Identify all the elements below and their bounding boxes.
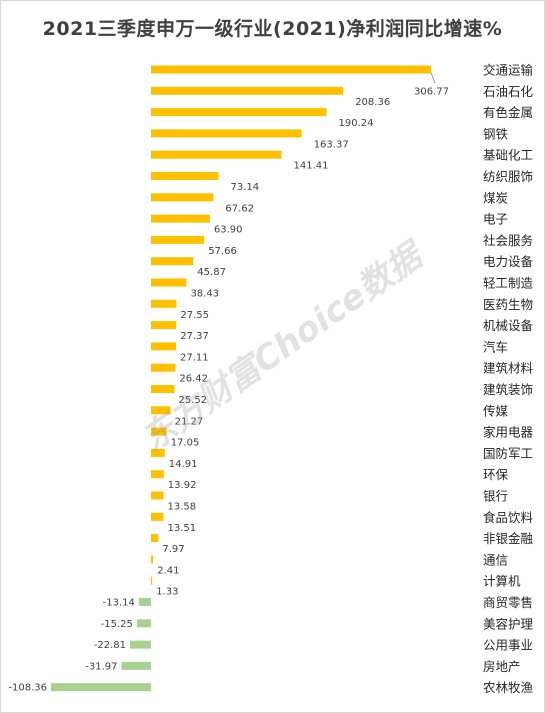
category-label: 机械设备 — [483, 318, 534, 333]
value-label: 2.41 — [157, 565, 179, 576]
bar-美容护理 — [136, 619, 151, 628]
bar-家用电器 — [151, 427, 167, 436]
category-label: 汽车 — [483, 339, 508, 354]
value-label: 38.43 — [191, 289, 220, 300]
value-label: 306.77 — [414, 87, 449, 98]
category-label: 公用事业 — [483, 638, 533, 653]
category-label: 国防军工 — [483, 446, 533, 461]
value-label: -15.25 — [101, 619, 133, 630]
category-label: 通信 — [483, 552, 508, 567]
value-label: 190.24 — [339, 118, 374, 129]
bar-社会服务 — [151, 235, 205, 244]
bar-交通运输 — [151, 65, 431, 74]
value-label: 27.37 — [180, 331, 209, 342]
value-label: 26.42 — [179, 374, 208, 385]
category-label: 电力设备 — [483, 254, 534, 269]
bar-农林牧渔 — [51, 683, 151, 692]
value-label: 73.14 — [231, 182, 260, 193]
bar-纺织服饰 — [151, 172, 219, 180]
bar-电子 — [151, 214, 210, 223]
category-label: 非银金融 — [483, 531, 534, 546]
category-label: 环保 — [483, 467, 509, 482]
category-label: 建筑装饰 — [483, 382, 533, 397]
value-label: 25.52 — [179, 395, 208, 406]
value-label: 7.97 — [162, 544, 184, 555]
bar-电力设备 — [151, 257, 194, 266]
bar-汽车 — [151, 342, 176, 351]
leader-line — [430, 72, 436, 84]
bar-公用事业 — [130, 640, 151, 649]
bar-计算机 — [151, 576, 153, 585]
category-label: 房地产 — [483, 659, 521, 674]
bar-食品饮料 — [151, 512, 164, 521]
category-label: 钢铁 — [483, 126, 509, 141]
bar-钢铁 — [151, 129, 302, 138]
category-label: 纺织服饰 — [483, 169, 533, 184]
value-label: 163.37 — [314, 139, 349, 150]
bar-医药生物 — [151, 299, 177, 308]
category-label: 美容护理 — [483, 616, 534, 631]
bar-建筑材料 — [151, 363, 176, 372]
category-label: 轻工制造 — [483, 276, 534, 291]
bar-银行 — [151, 491, 164, 500]
value-label: 21.27 — [175, 416, 204, 427]
value-label: 67.62 — [225, 203, 254, 214]
category-label: 基础化工 — [483, 148, 533, 163]
category-label: 农林牧渔 — [483, 680, 533, 695]
category-label: 商贸零售 — [483, 595, 533, 610]
bar-建筑装饰 — [151, 385, 175, 393]
category-label: 有色金属 — [483, 105, 533, 120]
value-label: -108.36 — [8, 683, 47, 694]
value-label: 13.92 — [168, 480, 197, 491]
category-label: 电子 — [483, 212, 508, 227]
value-label: 13.51 — [168, 523, 197, 534]
value-label: 13.58 — [168, 502, 197, 513]
chart-title: 2021三季度申万一级行业(2021)净利润同比增速% — [42, 18, 503, 40]
value-label: 27.11 — [180, 352, 209, 363]
bar-机械设备 — [151, 321, 177, 330]
category-label: 家用电器 — [483, 425, 534, 440]
value-label: -22.81 — [94, 640, 126, 651]
category-label: 传媒 — [483, 403, 509, 418]
category-label: 医药生物 — [483, 297, 533, 312]
value-label: 45.87 — [197, 267, 226, 278]
value-label: 63.90 — [214, 225, 243, 236]
category-label: 银行 — [483, 489, 508, 504]
value-label: 57.66 — [208, 246, 237, 257]
value-label: 208.36 — [355, 97, 390, 108]
value-label: 14.91 — [169, 459, 198, 470]
category-label: 煤炭 — [483, 190, 508, 205]
bar-传媒 — [151, 406, 171, 415]
value-label: 141.41 — [294, 161, 329, 172]
bar-非银金融 — [151, 534, 159, 543]
category-label: 石油石化 — [483, 84, 534, 99]
value-label: 27.55 — [180, 310, 209, 321]
category-label: 建筑材料 — [483, 361, 534, 376]
bar-国防军工 — [151, 448, 165, 457]
value-label: 17.05 — [171, 438, 200, 449]
bar-基础化工 — [151, 150, 282, 159]
value-label: -13.14 — [103, 598, 135, 609]
category-label: 食品饮料 — [483, 510, 534, 525]
category-label: 计算机 — [483, 574, 521, 589]
bar-轻工制造 — [151, 278, 187, 287]
value-label: -31.97 — [85, 661, 117, 672]
category-label: 社会服务 — [483, 233, 533, 248]
bar-通信 — [151, 555, 154, 564]
category-label: 交通运输 — [483, 63, 534, 78]
bar-环保 — [151, 470, 164, 479]
bar-煤炭 — [151, 193, 214, 202]
bar-石油石化 — [151, 86, 344, 95]
value-label: 1.33 — [156, 587, 178, 598]
bar-房地产 — [121, 661, 151, 670]
bar-有色金属 — [151, 108, 327, 117]
bar-商贸零售 — [138, 598, 151, 606]
